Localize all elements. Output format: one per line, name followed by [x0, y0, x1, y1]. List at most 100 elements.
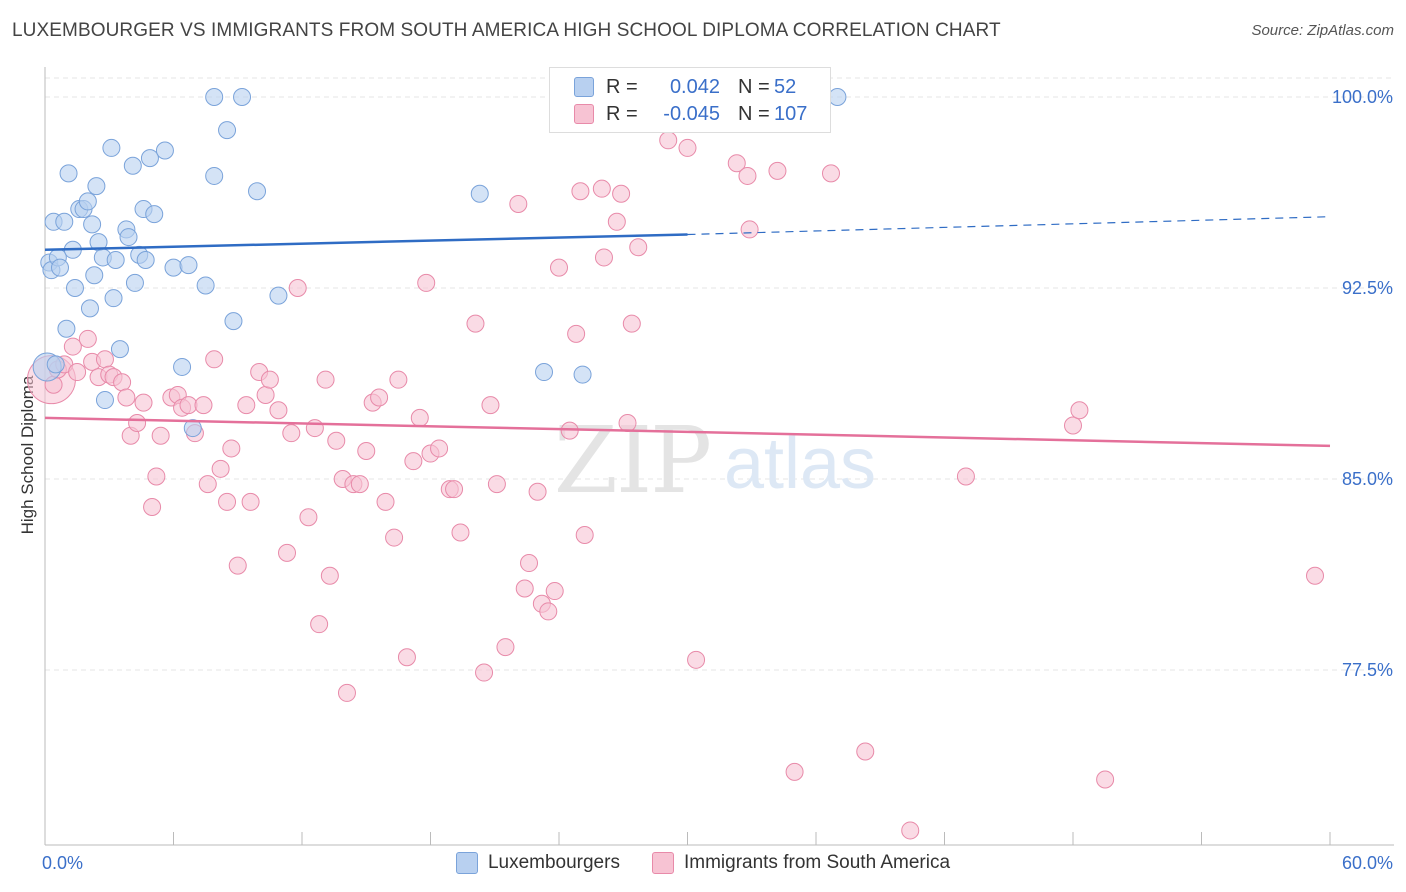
data-point — [337, 683, 356, 702]
data-point — [528, 482, 547, 501]
y-tick-labels: 77.5% 85.0% 92.5% 100.0% — [1332, 87, 1393, 680]
data-point — [55, 212, 74, 231]
n-value: 52 — [774, 75, 797, 98]
watermark-atlas: atlas — [724, 424, 876, 504]
trend-line-luxembourgers — [44, 233, 688, 252]
data-point — [205, 88, 224, 106]
legend-row-luxembourgers: R = 0.042 N = 52 — [574, 74, 796, 100]
data-point — [205, 166, 224, 185]
data-point — [487, 475, 506, 494]
data-point — [194, 396, 213, 415]
data-point — [357, 441, 376, 460]
x-tick-labels: 0.0% 60.0% — [42, 853, 1393, 873]
series-legend: Luxembourgers Immigrants from South Amer… — [0, 852, 1406, 874]
blue-swatch-icon — [574, 77, 594, 97]
trend-line-immigrants — [44, 416, 1331, 448]
data-point — [445, 480, 464, 499]
data-point — [509, 194, 528, 213]
data-point — [573, 365, 592, 384]
data-point — [310, 615, 329, 634]
axes — [44, 67, 1394, 846]
data-point — [278, 543, 297, 562]
data-point — [389, 370, 408, 389]
r-value: 0.042 — [669, 75, 720, 98]
data-point — [63, 337, 82, 356]
data-point — [65, 279, 84, 297]
data-point — [136, 250, 155, 269]
data-point — [956, 467, 975, 486]
data-point — [46, 355, 65, 374]
data-point — [205, 350, 224, 369]
data-point — [256, 385, 275, 404]
trend-lines — [44, 216, 1331, 448]
data-point — [248, 182, 267, 201]
data-point — [320, 566, 339, 585]
y-tick-label: 77.5% — [1342, 660, 1393, 680]
data-point — [738, 166, 757, 185]
data-point — [520, 554, 539, 573]
n-value: 107 — [774, 102, 808, 125]
data-point — [164, 258, 183, 277]
data-point — [618, 413, 637, 432]
data-point — [299, 508, 318, 527]
data-point — [607, 212, 626, 231]
data-point — [117, 388, 136, 407]
data-point — [260, 370, 279, 389]
trend-line-luxembourgers-extension — [687, 216, 1331, 236]
data-point — [466, 314, 485, 333]
data-point — [828, 88, 847, 106]
data-point — [179, 396, 198, 415]
y-tick-label: 85.0% — [1342, 469, 1393, 489]
data-point — [821, 164, 840, 183]
data-point — [80, 299, 99, 318]
data-point — [768, 161, 787, 180]
data-point — [119, 228, 138, 247]
data-point — [183, 419, 202, 438]
data-point — [539, 602, 558, 621]
data-point — [85, 266, 104, 285]
data-point — [385, 528, 404, 547]
y-tick-label: 100.0% — [1332, 87, 1393, 107]
n-label: N = — [738, 102, 770, 125]
data-point — [110, 340, 129, 359]
data-point — [856, 742, 875, 761]
data-point — [567, 324, 586, 343]
data-point — [95, 391, 114, 410]
legend-row-immigrants: R = -0.045 N = 107 — [574, 101, 807, 127]
data-point — [350, 475, 369, 494]
y-tick-label: 92.5% — [1342, 278, 1393, 298]
data-point — [659, 131, 678, 150]
legend-label: Immigrants from South America — [683, 852, 951, 873]
r-value: -0.045 — [663, 102, 720, 125]
pink-swatch-icon — [574, 104, 594, 124]
r-label: R = — [606, 75, 638, 98]
data-point — [224, 312, 243, 331]
data-point — [140, 149, 159, 168]
data-point — [222, 439, 241, 458]
data-point — [370, 388, 389, 407]
pink-swatch-icon — [651, 852, 674, 874]
data-point — [404, 452, 423, 471]
data-point — [305, 419, 324, 438]
data-point — [475, 663, 494, 682]
data-point — [1064, 416, 1082, 435]
data-point — [147, 467, 166, 486]
data-point — [687, 650, 706, 669]
data-point — [629, 238, 648, 257]
data-point — [515, 579, 534, 598]
data-point — [740, 220, 759, 239]
data-point — [470, 184, 489, 203]
data-point — [1306, 566, 1325, 585]
data-point — [83, 215, 102, 234]
data-point — [211, 459, 230, 478]
blue-swatch-icon — [455, 852, 478, 874]
x-tick-label: 60.0% — [1342, 853, 1393, 873]
data-point — [228, 556, 247, 575]
data-point — [451, 523, 470, 542]
data-point — [594, 248, 613, 267]
data-point — [128, 413, 147, 432]
data-point — [218, 121, 237, 140]
data-point — [481, 396, 500, 415]
data-point — [104, 289, 123, 308]
data-point — [288, 279, 307, 297]
